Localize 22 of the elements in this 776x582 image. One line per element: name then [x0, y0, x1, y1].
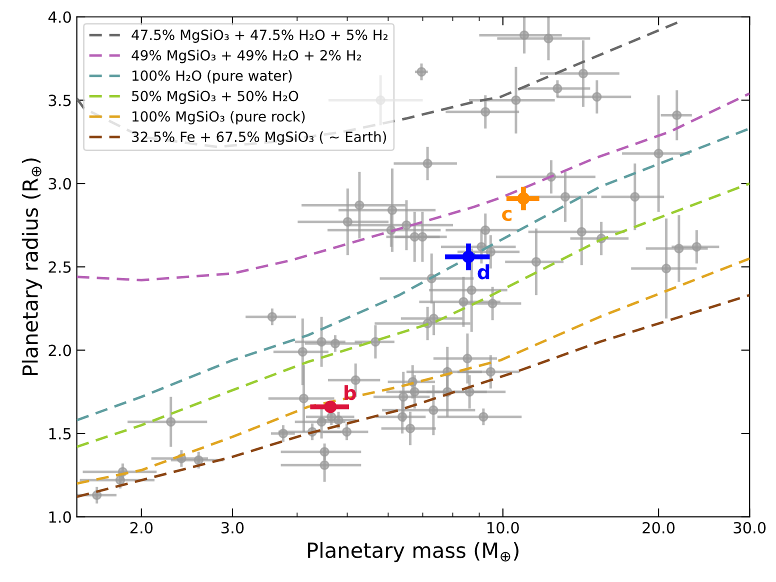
y-tick-label: 1.5 [49, 428, 71, 440]
x-axis-title: Planetary mass (M$_{⊕}$) [308, 542, 518, 562]
y-tick-label: 4.0 [48, 11, 71, 23]
x-tick-label: 30.0 [734, 522, 766, 534]
legend-label: 100% H₂O (pure water) [132, 70, 292, 84]
annotation: c [502, 210, 512, 222]
y-tick-label: 3.0 [48, 178, 71, 190]
legend-label: 32.5% Fe + 67.5% MgSiO₃ ( ~ Earth) [132, 131, 386, 145]
y-tick-label: 3.5 [48, 94, 71, 106]
x-tick-label: 10.0 [488, 522, 519, 534]
y-tick-label: 2.5 [48, 261, 71, 273]
y-tick-label: 2.0 [48, 344, 71, 356]
annotation: d [478, 264, 490, 280]
x-tick-label: 3.0 [222, 522, 244, 534]
legend-label: 47.5% MgSiO₃ + 47.5% H₂O + 5% H₂ [132, 29, 388, 43]
legend-label: 49% MgSiO₃ + 49% H₂O + 2% H₂ [132, 50, 361, 64]
x-tick-label: 20.0 [642, 522, 675, 534]
legend-label: 100% MgSiO₃ (pure rock) [132, 110, 305, 124]
y-axis-title: Planetary radius (R$_{⊕}$) [22, 158, 42, 376]
y-tick-label: 1.0 [49, 511, 71, 523]
x-tick-label: 2.0 [130, 522, 153, 534]
legend-label: 50% MgSiO₃ + 50% H₂O [132, 90, 298, 104]
